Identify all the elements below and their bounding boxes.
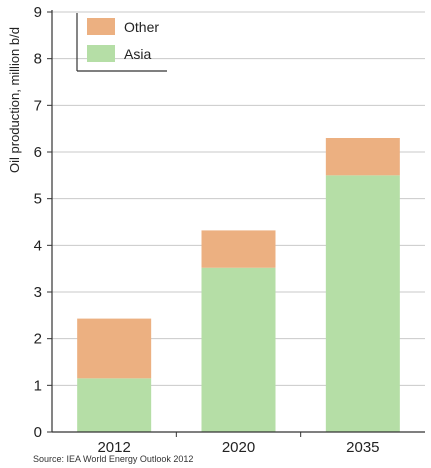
legend-label-asia: Asia bbox=[124, 46, 151, 62]
bar-other-2035 bbox=[325, 138, 400, 176]
y-tick-label: 9 bbox=[34, 4, 42, 21]
axes bbox=[51, 10, 425, 433]
bar-asia-2035 bbox=[325, 175, 400, 433]
bars bbox=[77, 138, 400, 433]
y-tick-label: 1 bbox=[34, 377, 42, 394]
y-tick-label: 4 bbox=[34, 237, 42, 254]
source-note: Source: IEA World Energy Outlook 2012 bbox=[33, 454, 193, 464]
x-tick-label: 2020 bbox=[222, 439, 255, 456]
y-tick-label: 3 bbox=[34, 284, 42, 301]
x-tick-label: 2035 bbox=[346, 439, 379, 456]
y-tick-label: 8 bbox=[34, 51, 42, 68]
y-tick-label: 6 bbox=[34, 144, 42, 161]
bar-other-2020 bbox=[201, 230, 276, 268]
y-tick-label: 0 bbox=[34, 424, 42, 441]
y-tick-label: 7 bbox=[34, 97, 42, 114]
x-axis-ticks: 2012 2020 2035 bbox=[97, 432, 380, 456]
y-tick-label: 5 bbox=[34, 191, 42, 208]
bar-other-2012 bbox=[77, 318, 152, 379]
legend-label-other: Other bbox=[124, 19, 159, 35]
legend-swatch-asia bbox=[87, 45, 115, 62]
legend-swatch-other bbox=[87, 18, 115, 35]
bar-asia-2020 bbox=[201, 267, 276, 432]
legend: Other Asia bbox=[76, 13, 167, 72]
y-axis-ticks: 0 1 2 3 4 5 6 7 8 9 bbox=[34, 4, 52, 441]
bar-asia-2012 bbox=[77, 378, 152, 432]
x-tick-label: 2012 bbox=[97, 439, 130, 456]
y-axis-label: Oil production, million b/d bbox=[7, 27, 22, 173]
y-tick-label: 2 bbox=[34, 331, 42, 348]
